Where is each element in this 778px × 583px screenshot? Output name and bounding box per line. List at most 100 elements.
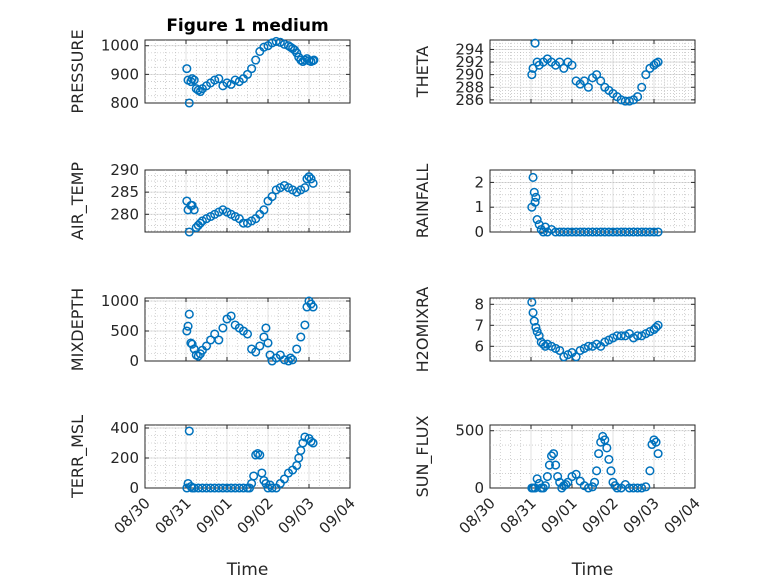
data-point bbox=[255, 341, 265, 351]
x-tick-label: 09/01 bbox=[193, 494, 236, 537]
data-point bbox=[183, 321, 193, 331]
data-point bbox=[279, 474, 289, 484]
data-point bbox=[649, 435, 659, 445]
x-axis-label: Time bbox=[226, 560, 269, 580]
data-point bbox=[532, 215, 542, 225]
data-point bbox=[583, 483, 593, 493]
data-point bbox=[253, 448, 263, 459]
data-point bbox=[653, 449, 663, 459]
x-tick-label: 09/02 bbox=[234, 494, 277, 537]
subplot-pressure: 800 900 1000 PRESSURE Figure 1 medium bbox=[68, 16, 351, 114]
data-point bbox=[182, 326, 192, 336]
data-point bbox=[187, 339, 197, 349]
y-tick-label: 292 bbox=[455, 53, 484, 71]
data-point bbox=[583, 82, 593, 92]
data-point bbox=[214, 74, 224, 84]
data-point bbox=[230, 75, 240, 85]
data-point bbox=[267, 192, 277, 202]
data-point bbox=[259, 332, 269, 342]
y-tick-label: 290 bbox=[455, 66, 484, 84]
data-point bbox=[549, 449, 559, 459]
data-point bbox=[546, 451, 557, 461]
data-point bbox=[292, 344, 302, 354]
data-point bbox=[559, 63, 569, 73]
y-tick-label: 1000 bbox=[101, 37, 139, 55]
data-point bbox=[587, 482, 598, 492]
y-tick-label: 0 bbox=[129, 352, 139, 370]
y-tick-label: 0 bbox=[129, 479, 139, 497]
data-point bbox=[653, 320, 663, 330]
data-point bbox=[567, 60, 577, 70]
data-point bbox=[210, 75, 220, 85]
data-point bbox=[528, 172, 538, 182]
data-point bbox=[529, 316, 539, 326]
data-point bbox=[304, 172, 314, 182]
data-point bbox=[620, 96, 630, 106]
data-point bbox=[592, 466, 602, 476]
data-point bbox=[300, 320, 310, 330]
data-point bbox=[532, 474, 542, 484]
data-point bbox=[306, 436, 316, 447]
data-point bbox=[288, 355, 298, 365]
data-point bbox=[583, 341, 593, 351]
y-tick-label: 6 bbox=[474, 337, 484, 355]
x-tick-label: 09/04 bbox=[661, 494, 704, 537]
data-point bbox=[308, 178, 318, 188]
data-point bbox=[540, 341, 550, 351]
data-point bbox=[193, 85, 203, 95]
data-point bbox=[527, 70, 537, 80]
data-point bbox=[538, 227, 548, 237]
y-axis-label: AIR_TEMP bbox=[68, 162, 88, 240]
y-tick-label: 400 bbox=[110, 419, 139, 437]
data-point bbox=[649, 227, 659, 237]
y-tick-label: 1 bbox=[474, 198, 484, 216]
data-point bbox=[653, 227, 663, 237]
x-tick-label: 08/30 bbox=[456, 494, 499, 537]
data-point bbox=[651, 437, 661, 447]
data-point bbox=[633, 92, 643, 102]
data-point bbox=[218, 323, 228, 333]
y-tick-label: 800 bbox=[110, 94, 139, 112]
data-point bbox=[195, 218, 205, 228]
data-point bbox=[527, 297, 537, 307]
data-point bbox=[594, 449, 604, 459]
y-tick-label: 290 bbox=[110, 161, 139, 179]
data-point bbox=[596, 76, 606, 86]
x-tick-label: 08/30 bbox=[111, 494, 154, 537]
data-point bbox=[292, 48, 302, 58]
y-tick-label: 288 bbox=[455, 78, 484, 96]
data-point bbox=[528, 308, 538, 318]
data-point bbox=[530, 197, 540, 207]
chart-title: Figure 1 medium bbox=[166, 16, 328, 36]
x-tick-label: 09/03 bbox=[275, 494, 318, 537]
data-point bbox=[606, 466, 616, 476]
data-point bbox=[641, 482, 651, 492]
data-point bbox=[263, 338, 273, 348]
data-point bbox=[261, 478, 271, 489]
subplot-rainfall: 0 1 2 RAINFALL bbox=[413, 164, 696, 241]
subplot-mixdepth: 0 500 1000 MIXDEPTH bbox=[68, 288, 351, 371]
data-point bbox=[538, 483, 548, 493]
data-point bbox=[251, 55, 261, 65]
data-point bbox=[247, 64, 257, 74]
data-point bbox=[187, 74, 197, 84]
y-tick-label: 0 bbox=[474, 479, 484, 497]
y-axis-label: TERR_MSL bbox=[68, 415, 88, 499]
data-point bbox=[571, 352, 581, 362]
y-tick-label: 285 bbox=[110, 183, 139, 201]
data-point bbox=[641, 70, 651, 80]
data-point bbox=[653, 57, 663, 67]
data-point bbox=[296, 332, 306, 342]
data-point bbox=[651, 322, 661, 332]
x-tick-label: 09/04 bbox=[316, 494, 359, 537]
data-point bbox=[531, 322, 541, 332]
data-point bbox=[633, 331, 643, 341]
y-axis-label: THETA bbox=[413, 46, 432, 98]
y-tick-label: 7 bbox=[474, 316, 484, 334]
data-point bbox=[251, 347, 261, 357]
data-point bbox=[261, 323, 271, 333]
y-tick-label: 286 bbox=[455, 91, 484, 109]
subplot-h2omixra: 6 7 8 H2OMIXRA bbox=[413, 287, 696, 372]
